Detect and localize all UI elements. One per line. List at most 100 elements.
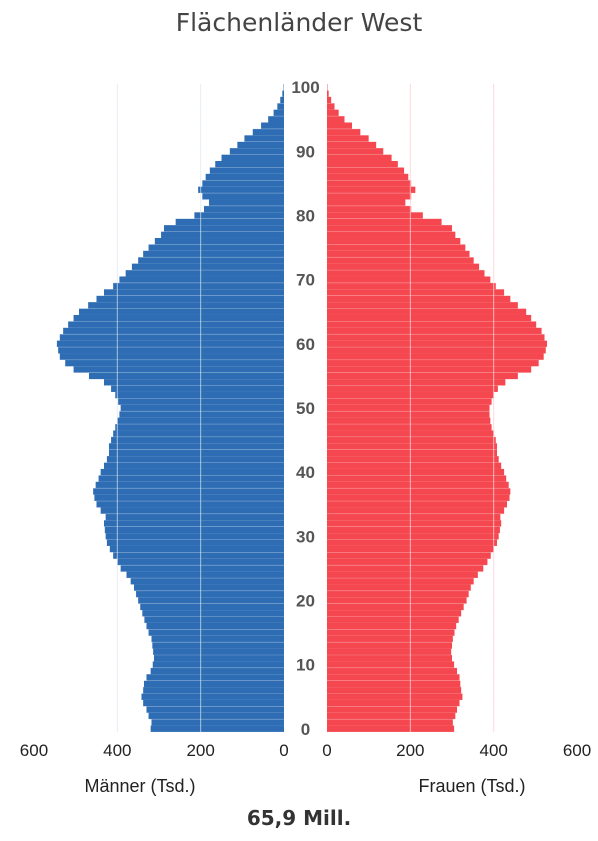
male-x-tick-label: 600: [20, 741, 48, 760]
female-bar-age-83: [327, 193, 412, 200]
male-bar-age-79: [175, 218, 284, 226]
male-x-tick-label: 400: [103, 741, 131, 760]
male-bar-age-80: [194, 212, 284, 219]
female-bar-age-78: [327, 225, 453, 232]
female-bar-age-17: [327, 616, 459, 623]
female-axis-label: Frauen (Tsd.): [418, 776, 525, 796]
female-bar-age-13: [327, 642, 453, 649]
female-bar-age-75: [327, 244, 466, 251]
male-bar-age-13: [152, 642, 284, 649]
female-bar-age-90: [327, 148, 384, 155]
male-bar-age-16: [146, 622, 284, 630]
male-bar-age-33: [105, 513, 284, 521]
male-bar-age-91: [237, 141, 284, 149]
female-bar-age-50: [327, 404, 490, 412]
female-bar-age-99: [327, 90, 329, 97]
female-bar-age-35: [327, 501, 508, 508]
female-bar-age-62: [327, 327, 542, 335]
male-axis-label: Männer (Tsd.): [84, 776, 195, 796]
male-bar-age-84: [198, 186, 284, 194]
age-tick-label: 100: [291, 78, 319, 97]
female-bar-age-7: [327, 680, 461, 688]
male-bar-age-72: [131, 263, 284, 271]
female-bar-age-93: [327, 128, 361, 136]
x-axis: 600 400 200 0 0 200 400 600: [20, 741, 591, 760]
male-bar-age-74: [143, 250, 284, 258]
female-bar-age-81: [327, 205, 412, 213]
age-tick-label: 0: [301, 720, 310, 739]
age-axis: 0 10 20 30 40 50 60 70 80 90 100: [291, 78, 319, 739]
male-bar-age-40: [100, 468, 284, 476]
male-bar-age-98: [280, 96, 284, 104]
male-bar-age-83: [202, 193, 284, 200]
male-bar-age-88: [215, 160, 284, 168]
female-bar-age-14: [327, 635, 453, 643]
male-bar-age-7: [143, 680, 284, 688]
female-bar-age-74: [327, 250, 470, 258]
male-bar-age-34: [100, 507, 284, 514]
male-bar-age-53: [111, 385, 284, 392]
male-bar-age-87: [209, 167, 284, 174]
male-bar-age-15: [148, 629, 284, 636]
male-bar-age-69: [113, 282, 284, 290]
female-bar-age-24: [327, 571, 478, 579]
male-bar-age-61: [59, 334, 284, 341]
male-bar-age-96: [273, 109, 284, 117]
male-bar-age-29: [106, 539, 284, 546]
female-bar-age-95: [327, 116, 345, 123]
male-bar-age-0: [150, 725, 284, 732]
female-bar-age-85: [327, 180, 412, 187]
female-bar-age-66: [327, 302, 518, 309]
male-bar-age-2: [148, 712, 284, 720]
male-bar-age-60: [56, 340, 284, 348]
female-bar-age-18: [327, 610, 462, 617]
female-bar-age-77: [327, 231, 456, 238]
female-bar-age-29: [327, 539, 498, 546]
female-bar-age-19: [327, 603, 464, 611]
female-bar-age-27: [327, 552, 491, 559]
male-bar-age-25: [120, 565, 285, 572]
female-bar-age-23: [327, 578, 474, 585]
male-bar-age-54: [103, 379, 285, 386]
female-bar-age-36: [327, 494, 510, 502]
male-bar-age-35: [96, 501, 284, 508]
male-bar-age-78: [163, 225, 284, 232]
female-bar-age-0: [327, 725, 455, 732]
male-bar-age-58: [59, 353, 284, 360]
male-bar-age-28: [109, 545, 284, 553]
male-bar-age-59: [58, 347, 284, 354]
female-x-tick-label: 200: [396, 741, 424, 760]
male-bar-age-77: [161, 231, 284, 238]
female-bar-age-12: [327, 648, 452, 656]
female-bar-age-20: [327, 597, 467, 604]
total-population: 65,9 Mill.: [246, 806, 352, 830]
male-bar-age-89: [221, 154, 284, 161]
female-bar-age-68: [327, 289, 505, 296]
female-bar-age-32: [327, 520, 502, 527]
male-bar-age-11: [153, 655, 284, 662]
male-bar-age-42: [106, 456, 284, 463]
male-bar-age-90: [229, 148, 284, 155]
male-bar-age-70: [119, 276, 284, 283]
female-bar-age-72: [327, 263, 480, 271]
female-bar-age-91: [327, 141, 377, 149]
male-bar-age-93: [252, 128, 284, 136]
male-bar-age-49: [119, 411, 284, 418]
male-bar-age-46: [113, 430, 284, 437]
female-bar-age-86: [327, 173, 409, 181]
female-bar-age-64: [327, 314, 532, 322]
chart-title: Flächenländer West: [175, 8, 423, 37]
female-bar-age-82: [327, 199, 406, 206]
female-bar-age-70: [327, 276, 491, 283]
male-bar-age-32: [103, 520, 285, 527]
female-bar-age-42: [327, 456, 499, 463]
male-bar-age-82: [208, 199, 284, 206]
male-bar-age-27: [113, 552, 284, 559]
age-tick-label: 50: [296, 399, 315, 418]
female-bar-age-67: [327, 295, 511, 303]
female-bar-age-61: [327, 334, 545, 341]
female-bar-age-57: [327, 359, 539, 367]
female-bar-age-97: [327, 103, 335, 110]
male-bar-age-5: [141, 693, 284, 700]
